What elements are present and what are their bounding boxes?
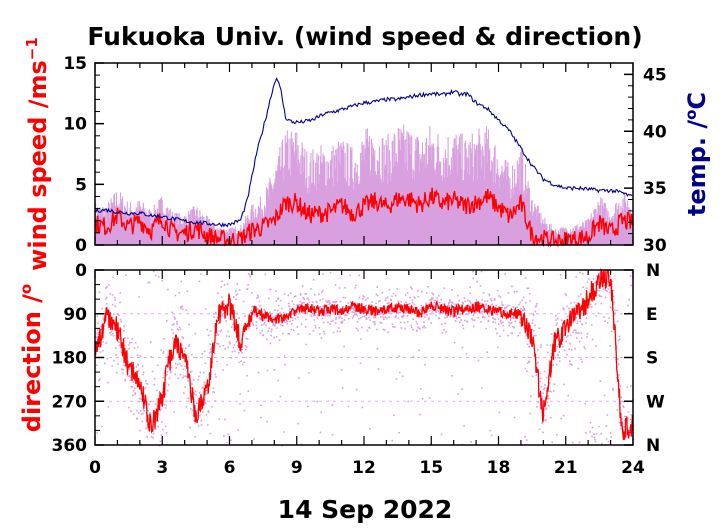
y-tick-label: 10 bbox=[63, 115, 87, 135]
x-tick-label: 24 bbox=[621, 458, 645, 478]
y-tick-label: 90 bbox=[63, 305, 87, 325]
y2-tick-label: E bbox=[646, 305, 658, 325]
y-tick-label: 15 bbox=[63, 54, 87, 74]
y2-axis-label-superscript: o bbox=[682, 110, 700, 120]
y-axis-label: wind speed /ms−1 bbox=[23, 37, 52, 271]
x-tick-label: 21 bbox=[554, 458, 578, 478]
y2-axis-label: temp. /oC bbox=[682, 92, 711, 216]
y2-tick-label: N bbox=[646, 261, 660, 281]
direction-axis-label-text: direction / bbox=[18, 294, 46, 432]
y2-tick-label: 40 bbox=[643, 122, 667, 142]
wind-speed-panel: 0 5 10 15 30 35 40 45 wind speed /ms−1 temp. /oC bbox=[23, 37, 711, 271]
direction-series bbox=[94, 267, 634, 440]
y-tick-label: 0 bbox=[75, 261, 87, 281]
y2-tick-label: 35 bbox=[643, 179, 667, 199]
x-tick-label: 18 bbox=[487, 458, 511, 478]
wind-direction-panel: 0 90 180 270 360 N E S W N 0 3 6 9 12 15 18 21 24 direction… bbox=[17, 261, 665, 478]
y2-axis-label-text: temp. / bbox=[683, 120, 711, 216]
y2-tick-label: W bbox=[646, 392, 665, 412]
y-axis-label-superscript: −1 bbox=[23, 37, 41, 60]
y-tick-label: 360 bbox=[52, 436, 88, 456]
y2-tick-label: 45 bbox=[643, 65, 667, 85]
x-tick-label: 9 bbox=[291, 458, 303, 478]
y2-tick-label: 30 bbox=[643, 236, 667, 256]
x-tick-label: 12 bbox=[352, 458, 376, 478]
x-tick-label: 3 bbox=[156, 458, 168, 478]
temperature-series bbox=[94, 77, 633, 228]
chart-title: Fukuoka Univ. (wind speed & direction) bbox=[87, 22, 642, 51]
y-tick-label: 270 bbox=[52, 392, 88, 412]
x-axis-label: 14 Sep 2022 bbox=[278, 495, 453, 524]
x-tick-label: 6 bbox=[224, 458, 236, 478]
y2-tick-label: S bbox=[646, 349, 658, 369]
y-tick-label: 5 bbox=[75, 175, 87, 195]
x-tick-label: 15 bbox=[419, 458, 443, 478]
y-axis-label-text: wind speed /ms bbox=[24, 60, 52, 271]
y2-tick-label: N bbox=[646, 436, 660, 456]
y-tick-label: 0 bbox=[75, 236, 87, 256]
direction-axis-label: direction /o bbox=[17, 284, 46, 432]
x-tick-label: 0 bbox=[89, 458, 101, 478]
y-tick-label: 180 bbox=[52, 349, 88, 369]
y2-axis-label-suffix: C bbox=[683, 92, 711, 110]
direction-axis-label-superscript: o bbox=[17, 284, 35, 294]
